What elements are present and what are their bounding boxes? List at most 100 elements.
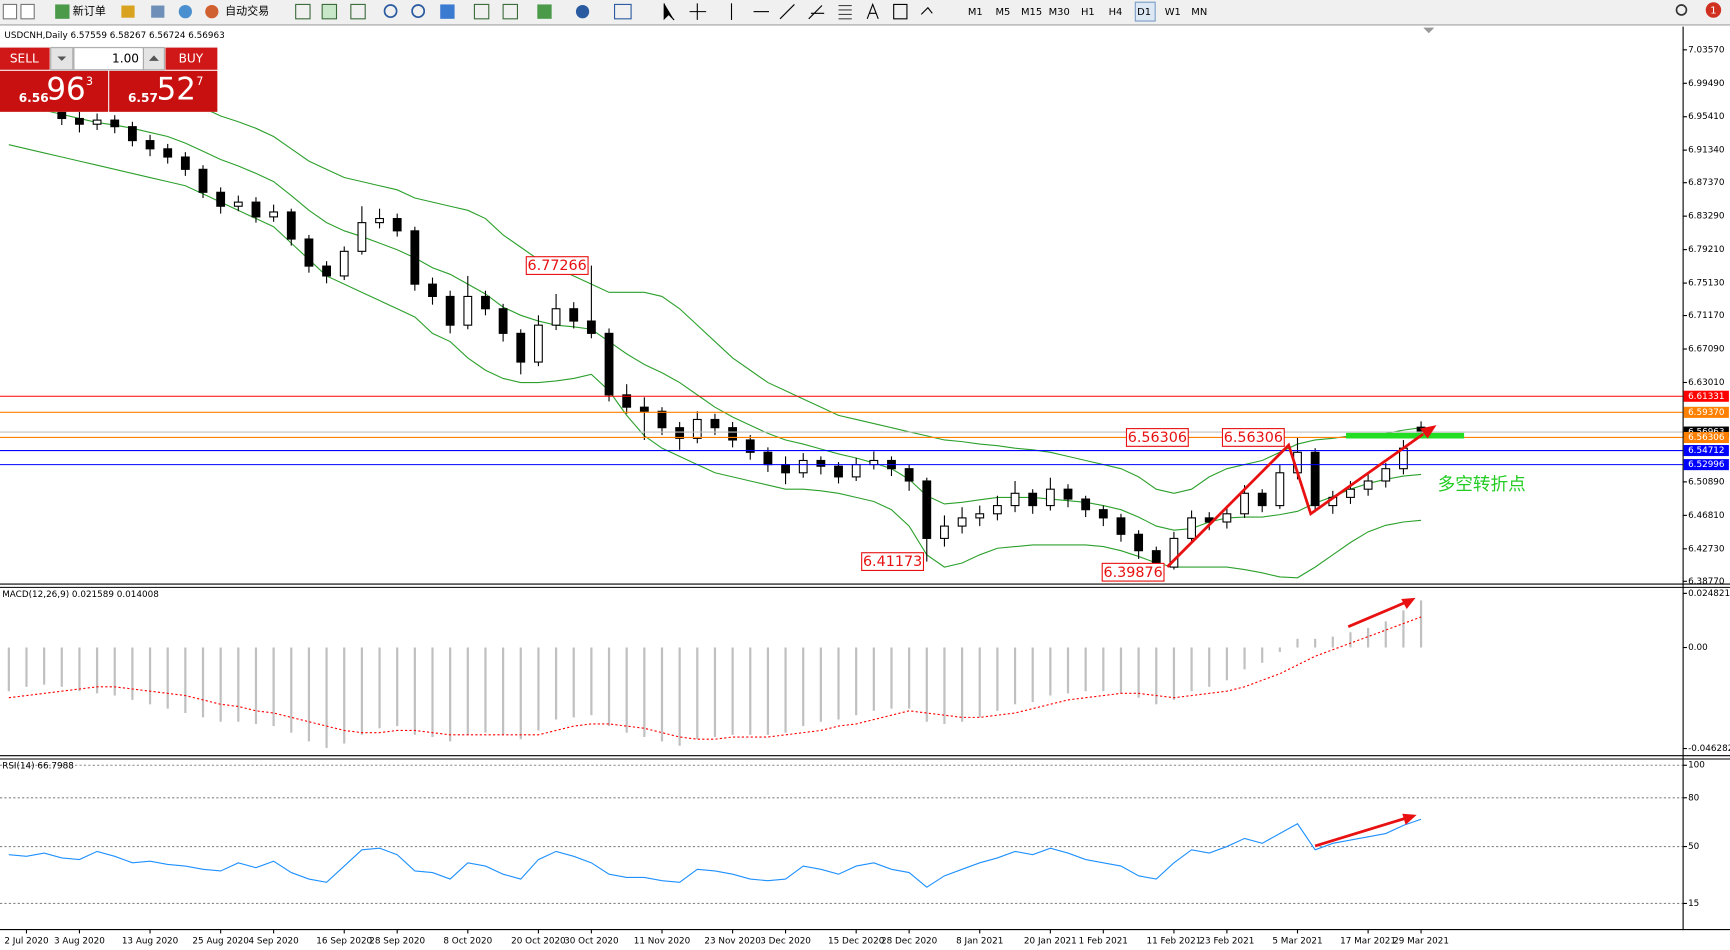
toolbar-icon[interactable]	[866, 2, 879, 20]
toolbar-icon[interactable]	[205, 4, 219, 19]
macd-bar	[396, 647, 399, 727]
macd-bar	[660, 647, 664, 742]
buy-label[interactable]: BUY	[179, 52, 204, 66]
macd-bar	[449, 647, 452, 742]
buy-button[interactable]	[165, 47, 218, 70]
sell-price-main: 96	[46, 71, 85, 107]
macd-bar	[837, 647, 840, 720]
timeframe-button[interactable]: H1	[1081, 7, 1095, 18]
toolbar-icon[interactable]	[295, 3, 311, 20]
candle-body	[1381, 468, 1391, 482]
macd-bar	[307, 647, 311, 742]
timeframe-button[interactable]: H4	[1109, 7, 1123, 18]
timeframe-button[interactable]: M30	[1049, 7, 1070, 18]
candle-body	[622, 394, 632, 408]
y-tick-label: 6.42730	[1688, 544, 1725, 554]
chart-area	[0, 62, 1683, 905]
candle-body	[392, 217, 402, 232]
volume-value[interactable]: 1.00	[112, 52, 139, 66]
new-order-button[interactable]: 新订单	[73, 4, 106, 18]
toolbar-icon[interactable]	[151, 5, 165, 18]
candle-body	[1116, 517, 1126, 535]
search-icon[interactable]	[1675, 4, 1688, 16]
macd-bar	[131, 647, 134, 700]
macd-bar	[819, 647, 822, 722]
toolbar-icon[interactable]	[663, 3, 675, 21]
x-tick-label: 11 Feb 2021	[1147, 937, 1202, 947]
toolbar-icon[interactable]	[178, 4, 192, 19]
candle-body	[1063, 488, 1073, 500]
toolbar-icon[interactable]	[689, 3, 707, 20]
macd-bar	[1049, 647, 1052, 696]
candle-body	[1081, 498, 1091, 511]
x-tick-label: 15 Dec 2020	[828, 937, 885, 947]
candle-body	[1310, 451, 1320, 507]
timeframe-button[interactable]: W1	[1165, 7, 1181, 18]
buy-price-box[interactable]	[109, 70, 218, 112]
toolbar-icon[interactable]	[893, 3, 908, 20]
macd-bar	[1314, 638, 1317, 648]
toolbar-icon[interactable]	[808, 5, 825, 20]
y-tick-label: 6.79210	[1688, 245, 1725, 255]
toolbar-icon[interactable]	[537, 4, 552, 19]
toolbar-icon[interactable]	[838, 4, 852, 20]
toolbar-icon[interactable]	[121, 5, 135, 18]
y-tick-label: 15	[1688, 899, 1699, 909]
rsi-pane-title: RSI(14) 66.7988	[2, 762, 74, 772]
timeframe-button[interactable]: M15	[1021, 7, 1042, 18]
macd-bar	[201, 647, 205, 718]
macd-bar	[1349, 632, 1352, 648]
toolbar-icon[interactable]	[920, 6, 933, 15]
trend-arrow	[1166, 432, 1425, 568]
toolbar-icon[interactable]	[321, 3, 338, 20]
toolbar-icon[interactable]	[411, 4, 426, 18]
candle-body	[1363, 480, 1373, 490]
macd-bar	[219, 647, 222, 722]
toolbar-icon[interactable]	[350, 3, 366, 20]
y-tick-label: 6.46810	[1688, 511, 1725, 521]
candle-body	[904, 468, 914, 482]
timeframe-button[interactable]: M1	[968, 7, 983, 18]
macd-bar	[95, 647, 99, 694]
candle-body	[798, 459, 808, 474]
candle-body	[957, 517, 967, 527]
toolbar-icon[interactable]	[440, 4, 455, 19]
macd-bar	[1384, 621, 1387, 648]
toolbar-icon[interactable]	[20, 3, 35, 20]
toolbar-icon[interactable]	[613, 3, 632, 20]
timeframe-button[interactable]: D1	[1137, 7, 1151, 18]
sell-label[interactable]: SELL	[10, 52, 39, 66]
macd-bar	[943, 647, 946, 724]
candle-body	[445, 295, 455, 326]
price-label-box	[861, 552, 925, 571]
auto-trading-button[interactable]: 自动交易	[225, 4, 269, 18]
toolbar-icon[interactable]	[473, 3, 490, 20]
timeframe-button[interactable]: MN	[1191, 7, 1207, 18]
candle-body	[569, 308, 579, 322]
candle-body	[269, 211, 279, 218]
sell-button[interactable]	[0, 47, 50, 70]
timeframe-button[interactable]: M5	[995, 7, 1010, 18]
sell-price-big: 6.56	[19, 91, 49, 105]
candle-body	[816, 459, 826, 467]
macd-bar	[343, 647, 346, 744]
price-line-label-bg	[1683, 406, 1729, 418]
toolbar-icon[interactable]	[2, 3, 18, 20]
notification-badge[interactable]	[1705, 2, 1722, 18]
toolbar-icon[interactable]	[779, 4, 795, 20]
candle-body	[481, 295, 490, 310]
candle-body	[1222, 513, 1232, 523]
price-line-label: 6.61331	[1688, 392, 1724, 402]
candle-body	[251, 201, 261, 218]
sell-price-box[interactable]	[0, 70, 109, 112]
toolbar-icon[interactable]	[502, 3, 519, 20]
candle-body	[339, 250, 349, 277]
candle-body	[322, 265, 331, 277]
toolbar-icon[interactable]	[55, 4, 70, 19]
chart-shift-marker	[1423, 27, 1435, 34]
toolbar-icon[interactable]	[575, 4, 590, 19]
macd-bar	[184, 647, 187, 714]
toolbar-icon[interactable]	[383, 4, 398, 18]
candle-body	[1098, 509, 1108, 519]
candle-body	[357, 222, 367, 252]
